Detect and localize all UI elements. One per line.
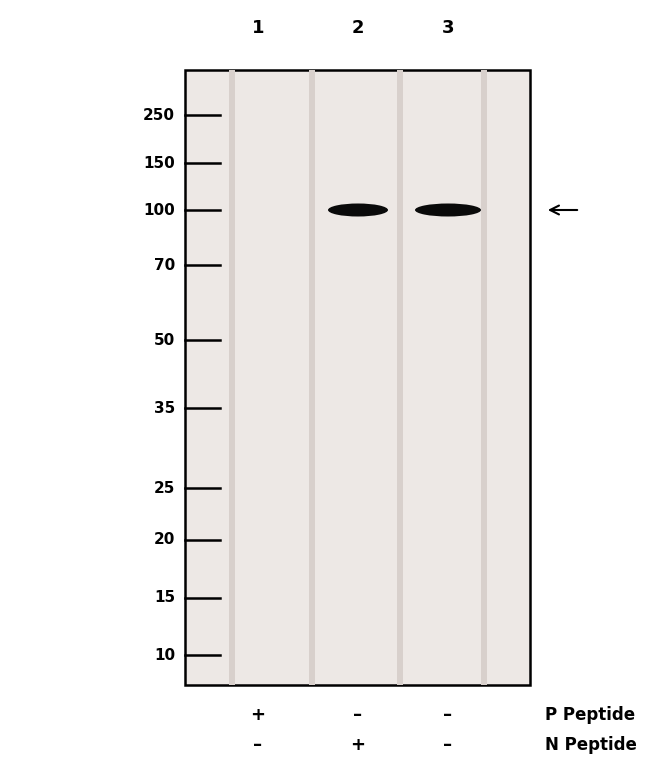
Text: 50: 50 <box>154 332 175 347</box>
Text: 70: 70 <box>154 257 175 273</box>
Text: 250: 250 <box>143 107 175 122</box>
Text: 3: 3 <box>442 19 454 37</box>
Text: 2: 2 <box>352 19 364 37</box>
Text: 1: 1 <box>252 19 265 37</box>
Text: N Peptide: N Peptide <box>545 736 637 754</box>
Text: 25: 25 <box>153 481 175 495</box>
Text: +: + <box>250 706 265 724</box>
Ellipse shape <box>328 204 388 216</box>
Text: 100: 100 <box>143 202 175 217</box>
Text: –: – <box>354 706 363 724</box>
Text: 35: 35 <box>154 401 175 416</box>
Text: –: – <box>443 706 452 724</box>
Bar <box>185 70 530 685</box>
Ellipse shape <box>415 204 481 216</box>
Text: P Peptide: P Peptide <box>545 706 635 724</box>
Text: 150: 150 <box>143 155 175 170</box>
Text: 15: 15 <box>154 590 175 605</box>
Text: 10: 10 <box>154 648 175 662</box>
Text: –: – <box>254 736 263 754</box>
Bar <box>309 70 315 685</box>
Text: –: – <box>443 736 452 754</box>
Bar <box>397 70 403 685</box>
Bar <box>229 70 235 685</box>
Text: +: + <box>350 736 365 754</box>
Text: 20: 20 <box>153 532 175 547</box>
Bar <box>481 70 487 685</box>
